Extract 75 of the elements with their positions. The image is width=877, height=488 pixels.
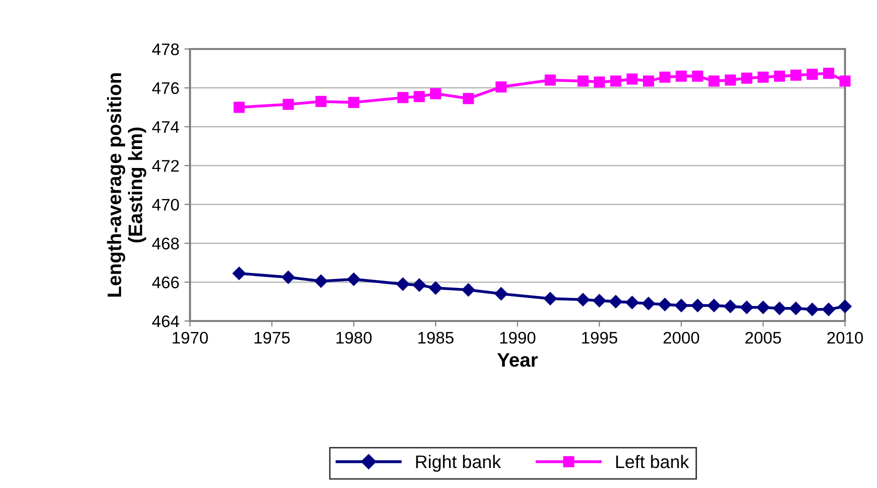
point xyxy=(544,74,556,86)
point xyxy=(282,98,294,110)
x-tick-label: 1980 xyxy=(336,332,372,344)
point xyxy=(315,96,327,108)
point xyxy=(789,302,802,315)
point xyxy=(414,91,425,102)
x-tick-label: 2000 xyxy=(664,332,700,344)
x-tick-label: 1985 xyxy=(418,332,454,344)
point xyxy=(462,283,475,296)
point xyxy=(724,300,737,314)
point xyxy=(396,278,410,291)
y-tick-label: 468 xyxy=(152,238,179,250)
point xyxy=(823,68,834,79)
point xyxy=(610,76,622,87)
y-tick-label: 464 xyxy=(152,315,180,328)
x-tick-label: 1975 xyxy=(254,332,290,344)
point xyxy=(659,72,670,83)
y-tick-label: 472 xyxy=(152,160,179,172)
point xyxy=(397,92,408,104)
point xyxy=(642,76,654,87)
point xyxy=(692,70,704,82)
point xyxy=(232,266,246,280)
point xyxy=(462,92,474,104)
point xyxy=(839,76,851,87)
point xyxy=(741,72,752,84)
point xyxy=(412,278,426,292)
point xyxy=(724,74,736,86)
point xyxy=(674,298,688,312)
point xyxy=(838,300,852,314)
point xyxy=(756,300,770,314)
x-tick-label: 1995 xyxy=(582,332,618,344)
x-tick-label: 2010 xyxy=(827,332,863,344)
y-axis-title: Length-average position (Easting km) xyxy=(106,73,146,297)
point xyxy=(822,302,836,316)
point xyxy=(496,81,507,92)
point xyxy=(708,76,720,87)
point xyxy=(626,296,639,310)
y-tick-label: 474 xyxy=(152,121,180,133)
point xyxy=(691,298,704,312)
point xyxy=(676,70,687,82)
point xyxy=(707,298,721,312)
point xyxy=(430,88,442,100)
y-tick-label: 470 xyxy=(152,198,179,211)
legend-label: Left bank xyxy=(616,454,690,468)
legend-label: Right bank xyxy=(416,454,502,472)
point xyxy=(348,96,360,108)
x-tick-label: 1970 xyxy=(172,332,208,344)
y-tick-label: 466 xyxy=(152,276,179,288)
point xyxy=(592,294,606,308)
point xyxy=(626,74,638,85)
point xyxy=(494,287,508,300)
y-tick-label: 476 xyxy=(152,82,179,94)
point xyxy=(774,70,786,82)
point xyxy=(347,272,360,286)
point xyxy=(740,300,754,314)
point xyxy=(642,296,656,310)
x-tick-label: 1990 xyxy=(500,332,536,344)
point xyxy=(758,72,769,83)
point xyxy=(806,302,819,316)
point xyxy=(594,76,605,88)
point xyxy=(658,298,672,312)
x-tick-label: 2005 xyxy=(745,332,781,344)
x-axis-title: Year xyxy=(497,353,538,367)
point xyxy=(544,292,557,306)
point xyxy=(282,270,295,284)
point xyxy=(234,102,245,113)
point xyxy=(609,294,622,308)
point xyxy=(577,76,589,87)
point xyxy=(806,68,818,80)
point xyxy=(576,293,590,306)
point xyxy=(429,281,442,295)
point xyxy=(772,302,786,315)
point xyxy=(314,274,328,288)
y-tick-label: 478 xyxy=(152,43,179,56)
point xyxy=(790,70,802,81)
